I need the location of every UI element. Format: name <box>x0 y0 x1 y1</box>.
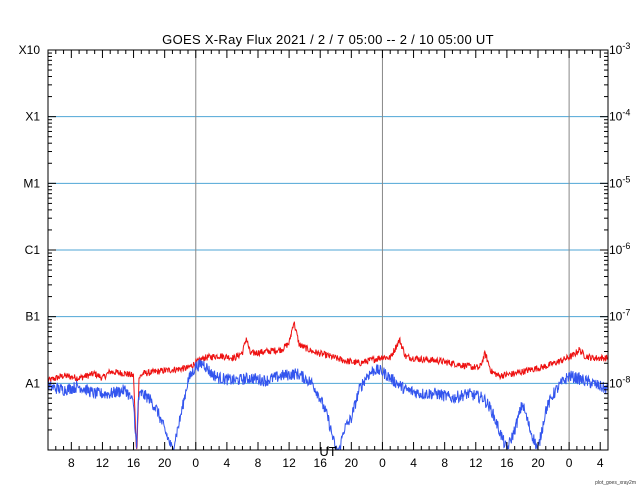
x-tick-label-1: 12 <box>96 456 110 470</box>
y-right-label-4: 10-7 <box>609 308 630 324</box>
x-tick-label-5: 4 <box>224 456 231 470</box>
x-tick-label-13: 12 <box>469 456 483 470</box>
tick-layer <box>48 50 608 451</box>
y-left-label-M1: M1 <box>23 176 40 190</box>
x-tick-label-6: 8 <box>255 456 262 470</box>
x-tick-label-16: 0 <box>566 456 573 470</box>
x-tick-label-8: 16 <box>314 456 328 470</box>
x-tick-label-17: 4 <box>597 456 604 470</box>
y-left-label-X1: X1 <box>25 110 40 124</box>
y-right-label-2: 10-5 <box>609 174 630 190</box>
x-tick-label-14: 16 <box>500 456 514 470</box>
y-right-label-3: 10-6 <box>609 241 630 257</box>
y-right-label-1: 10-4 <box>609 108 630 124</box>
x-tick-label-15: 20 <box>531 456 545 470</box>
x-tick-label-10: 0 <box>379 456 386 470</box>
y-left-label-A1: A1 <box>25 376 40 390</box>
x-tick-label-2: 16 <box>127 456 141 470</box>
y-left-label-B1: B1 <box>25 310 40 324</box>
y-left-label-X10: X10 <box>19 43 41 57</box>
series-line-red <box>47 321 609 450</box>
label-layer: X10 X1 M1 C1 B1 A1 10-3 10-4 10-5 10-6 10-7 10-8 8 12… <box>19 41 631 470</box>
credit-text: plot_goes_xray2m <box>595 480 636 486</box>
x-tick-label-11: 4 <box>410 456 417 470</box>
series-line-blue <box>47 358 609 450</box>
grid-layer <box>48 50 608 450</box>
x-axis-label: UT <box>319 444 336 459</box>
x-tick-label-9: 20 <box>345 456 359 470</box>
x-tick-label-7: 12 <box>282 456 296 470</box>
series-layer <box>47 321 609 450</box>
y-right-label-5: 10-8 <box>609 374 630 390</box>
y-right-label-0: 10-3 <box>609 41 630 57</box>
x-tick-label-12: 8 <box>441 456 448 470</box>
x-tick-label-0: 8 <box>68 456 75 470</box>
x-tick-label-3: 20 <box>158 456 172 470</box>
x-tick-label-4: 0 <box>192 456 199 470</box>
chart-title: GOES X-Ray Flux 2021 / 2 / 7 05:00 -- 2 … <box>162 32 494 47</box>
y-left-label-C1: C1 <box>25 243 41 257</box>
